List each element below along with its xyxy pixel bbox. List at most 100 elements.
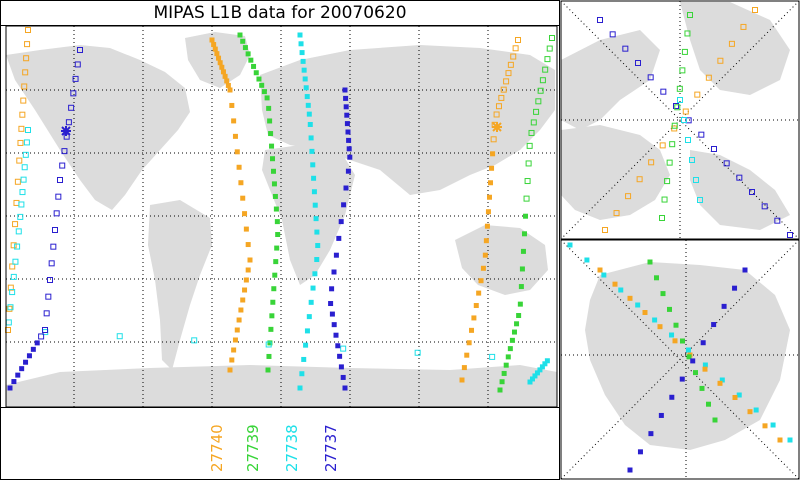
- orbit-point: [240, 195, 246, 201]
- orbit-point: [537, 367, 543, 373]
- orbit-point: [9, 289, 16, 296]
- orbit-point: [676, 85, 683, 92]
- orbit-point: [214, 51, 220, 57]
- orbit-point: [12, 258, 19, 265]
- orbit-point: [18, 125, 25, 132]
- orbit-point: [20, 176, 27, 183]
- orbit-point: [517, 301, 523, 307]
- orbit-point: [664, 178, 671, 185]
- orbit-label-27737: 27737: [322, 424, 340, 472]
- orbit-point: [245, 267, 251, 273]
- orbit-point: [270, 299, 276, 305]
- orbit-point: [682, 108, 689, 115]
- orbit-point: [331, 269, 337, 275]
- orbit-point: [272, 193, 278, 199]
- orbit-point: [702, 362, 708, 368]
- orbit-point: [712, 417, 718, 423]
- north-polar-map: [560, 0, 800, 240]
- orbit-point: [698, 131, 705, 138]
- orbit-point: [661, 196, 668, 203]
- orbit-point: [229, 102, 235, 108]
- orbit-point: [702, 366, 708, 372]
- orbit-point: [677, 97, 683, 103]
- orbit-point: [238, 307, 244, 313]
- orbit-point: [338, 219, 344, 225]
- orbit-point: [732, 395, 738, 400]
- orbit-point: [523, 213, 529, 219]
- orbit-point: [266, 353, 272, 359]
- orbit-point: [7, 284, 14, 291]
- orbit-point: [659, 142, 666, 149]
- orbit-point: [622, 45, 629, 52]
- orbit-point: [234, 327, 240, 333]
- orbit-point: [274, 219, 280, 225]
- orbit-point: [22, 69, 29, 76]
- orbit-point: [723, 160, 730, 167]
- orbit-point: [240, 297, 246, 303]
- orbit-point: [251, 63, 257, 69]
- orbit-point: [539, 364, 545, 370]
- orbit-point: [706, 401, 711, 407]
- orbit-point: [256, 76, 262, 82]
- orbit-point: [685, 347, 691, 353]
- orbit-point: [660, 291, 666, 297]
- orbit-point: [42, 327, 48, 333]
- orbit-point: [61, 148, 68, 155]
- orbit-point: [521, 231, 527, 237]
- orbit-point: [512, 45, 519, 52]
- orbit-point: [209, 37, 215, 43]
- orbit-point: [736, 392, 742, 398]
- orbit-point: [273, 206, 279, 212]
- orbit-point: [343, 185, 349, 191]
- orbit-point: [21, 164, 28, 171]
- orbit-point: [48, 260, 55, 267]
- orbit-point: [721, 303, 727, 309]
- orbit-point: [687, 12, 693, 18]
- orbit-point: [248, 57, 254, 63]
- orbit-point: [38, 333, 45, 340]
- orbit-point: [335, 343, 341, 349]
- orbit-point: [699, 385, 705, 391]
- orbit-point: [7, 304, 14, 311]
- orbit-point: [700, 340, 706, 346]
- orbit-point: [680, 338, 685, 344]
- orbit-point: [309, 148, 315, 154]
- orbit-point: [652, 317, 658, 323]
- orbit-point: [647, 259, 653, 265]
- orbit-point: [271, 286, 277, 292]
- orbit-point: [515, 37, 521, 43]
- orbit-point: [749, 189, 755, 195]
- orbit-point: [484, 223, 490, 229]
- orbit-point: [313, 216, 319, 222]
- orbit-point: [671, 122, 678, 129]
- orbit-point: [483, 238, 489, 244]
- orbit-point: [679, 376, 685, 382]
- orbit-point: [308, 135, 314, 141]
- orbit-point: [243, 226, 249, 232]
- orbit-point: [336, 235, 342, 241]
- orbit-point: [761, 203, 768, 210]
- figure-title: MIPAS L1B data for 20070620: [153, 3, 406, 23]
- orbit-point: [297, 385, 303, 391]
- orbit-legend: 27740 27739 27738 27737: [208, 424, 340, 472]
- orbit-point: [229, 357, 235, 363]
- orbit-point: [618, 287, 624, 293]
- orbit-point: [627, 295, 633, 301]
- orbit-point: [669, 394, 675, 400]
- orbit-point: [753, 407, 759, 413]
- orbit-point: [18, 201, 25, 208]
- orbit-point: [747, 409, 753, 415]
- orbit-point: [242, 211, 248, 217]
- orbit-point: [679, 67, 686, 74]
- orbit-point: [275, 232, 281, 238]
- orbit-point: [510, 53, 517, 60]
- orbit-point: [459, 377, 465, 383]
- orbit-point: [717, 380, 723, 386]
- orbit-point: [299, 371, 305, 377]
- orbit-point: [299, 50, 305, 56]
- orbit-point: [414, 349, 421, 356]
- orbit-point: [711, 322, 717, 328]
- orbit-point: [315, 243, 321, 249]
- orbit-point: [12, 221, 19, 228]
- orbit-point: [329, 286, 335, 292]
